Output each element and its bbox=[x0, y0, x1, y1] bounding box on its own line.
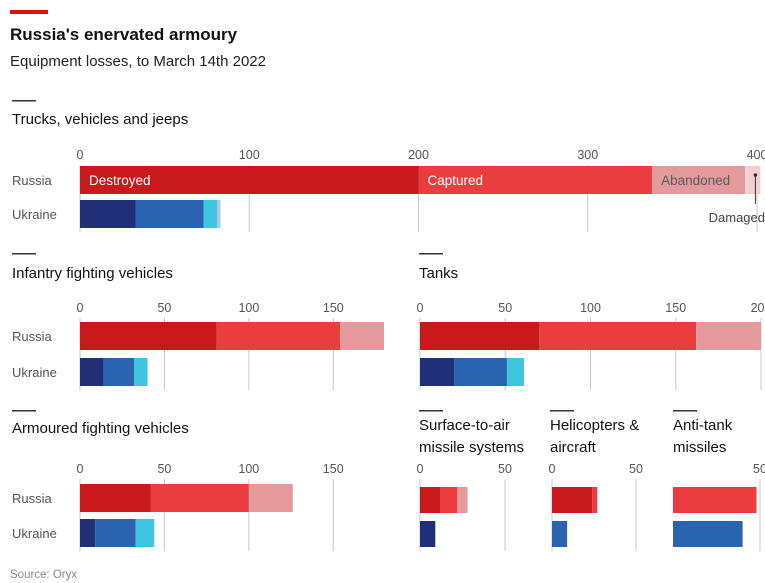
bar-russia-abandoned bbox=[340, 322, 384, 350]
bar-ukraine-destroyed bbox=[420, 521, 436, 547]
tick-label: 0 bbox=[77, 148, 84, 162]
panel-title: Infantry fighting vehicles bbox=[12, 265, 173, 282]
tick-label: 100 bbox=[238, 301, 259, 315]
bar-russia-captured bbox=[539, 322, 697, 350]
bar-russia-destroyed bbox=[420, 322, 540, 350]
bar-ukraine-captured bbox=[673, 521, 743, 547]
panel-trucks: Trucks, vehicles and jeeps 0 100 200 300 400 R… bbox=[12, 100, 765, 232]
tick-label: 100 bbox=[238, 462, 259, 476]
tick-label: 150 bbox=[323, 301, 344, 315]
bar-ukraine-destroyed bbox=[80, 200, 136, 228]
tick-label: 0 bbox=[77, 462, 84, 476]
bar-ukraine-captured bbox=[103, 358, 135, 386]
tick-label: 150 bbox=[665, 301, 686, 315]
bar-russia-captured bbox=[592, 487, 598, 513]
segment-label-captured: Captured bbox=[428, 173, 484, 188]
panel-sam: Surface-to-air missile systems 0 50 bbox=[417, 410, 524, 551]
tick-label: 0 bbox=[417, 301, 424, 315]
tick-label: 0 bbox=[417, 462, 424, 476]
bar-ukraine-destroyed bbox=[80, 358, 104, 386]
bar-ukraine-abandoned bbox=[135, 519, 155, 547]
panel-title: Anti-tank bbox=[673, 417, 733, 434]
tick-label: 300 bbox=[577, 148, 598, 162]
tick-label: 50 bbox=[498, 301, 512, 315]
panel-title-line2: missiles bbox=[673, 439, 726, 456]
bar-ukraine-destroyed bbox=[420, 358, 455, 386]
bar-russia-captured bbox=[440, 487, 458, 513]
panel-rule bbox=[12, 410, 36, 412]
tick-label: 50 bbox=[157, 462, 171, 476]
panel-afv: Armoured fighting vehicles 0 50 100 150 Russi… bbox=[12, 410, 344, 551]
panel-tanks: Tanks 0 50 100 150 200 bbox=[417, 253, 765, 390]
panel-rule bbox=[12, 100, 36, 102]
bar-russia-abandoned bbox=[652, 166, 746, 194]
bar-ukraine-abandoned bbox=[134, 358, 148, 386]
bar-ukraine-abandoned bbox=[203, 200, 218, 228]
panel-rule bbox=[12, 253, 36, 255]
bar-ukraine-captured bbox=[95, 519, 136, 547]
row-label-ukraine: Ukraine bbox=[12, 526, 57, 541]
chart-subtitle: Equipment losses, to March 14th 2022 bbox=[10, 53, 266, 70]
tick-label: 0 bbox=[77, 301, 84, 315]
bar-ukraine-damaged bbox=[217, 200, 221, 228]
tick-label: 100 bbox=[239, 148, 260, 162]
panels: Trucks, vehicles and jeeps 0 100 200 300 400 R… bbox=[12, 100, 765, 551]
segment-label-abandoned: Abandoned bbox=[661, 173, 730, 188]
tick-label: 200 bbox=[408, 148, 429, 162]
brand-accent-bar bbox=[10, 10, 48, 14]
row-label-ukraine: Ukraine bbox=[12, 365, 57, 380]
panel-title-line2: aircraft bbox=[550, 439, 597, 456]
panel-title: Armoured fighting vehicles bbox=[12, 420, 189, 437]
row-label-russia: Russia bbox=[12, 491, 53, 506]
tick-label: 50 bbox=[753, 462, 765, 476]
panel-heli: Helicopters & aircraft 0 50 bbox=[549, 410, 643, 551]
bar-ukraine-abandoned bbox=[506, 358, 525, 386]
tick-label: 50 bbox=[629, 462, 643, 476]
damaged-leader-dot bbox=[753, 173, 758, 177]
tick-label: 0 bbox=[549, 462, 556, 476]
bar-russia-abandoned bbox=[248, 484, 293, 512]
panel-title: Helicopters & bbox=[550, 417, 639, 434]
bar-ukraine-destroyed bbox=[80, 519, 96, 547]
row-label-ukraine: Ukraine bbox=[12, 207, 57, 222]
bar-russia-abandoned bbox=[696, 322, 761, 350]
bar-russia-captured bbox=[150, 484, 249, 512]
panel-rule bbox=[550, 410, 574, 412]
tick-label: 50 bbox=[157, 301, 171, 315]
panel-rule bbox=[419, 253, 443, 255]
bar-russia-destroyed bbox=[552, 487, 593, 513]
panel-rule bbox=[673, 410, 697, 412]
panel-title-line2: missile systems bbox=[419, 439, 524, 456]
bar-russia-destroyed bbox=[80, 166, 419, 194]
segment-label-destroyed: Destroyed bbox=[89, 173, 151, 188]
panel-ifv: Infantry fighting vehicles 0 50 100 150 Russi… bbox=[12, 253, 384, 390]
bar-russia-captured bbox=[216, 322, 341, 350]
tick-label: 150 bbox=[323, 462, 344, 476]
bar-russia-destroyed bbox=[80, 484, 151, 512]
chart-title: Russia's enervated armoury bbox=[10, 25, 238, 44]
row-label-russia: Russia bbox=[12, 173, 53, 188]
bar-russia-captured bbox=[673, 487, 757, 513]
bar-ukraine-captured bbox=[454, 358, 507, 386]
tick-label: 200 bbox=[751, 301, 765, 315]
panel-title: Trucks, vehicles and jeeps bbox=[12, 111, 188, 128]
tick-label: 100 bbox=[580, 301, 601, 315]
bar-ukraine-captured bbox=[135, 200, 204, 228]
panel-title: Tanks bbox=[419, 265, 458, 282]
bar-russia-damaged bbox=[745, 166, 761, 194]
bar-russia-destroyed bbox=[420, 487, 441, 513]
bar-russia-destroyed bbox=[80, 322, 217, 350]
tick-label: 400 bbox=[747, 148, 765, 162]
tick-label: 50 bbox=[498, 462, 512, 476]
panel-rule bbox=[419, 410, 443, 412]
panel-atm: Anti-tank missiles 50 bbox=[673, 410, 765, 551]
bar-ukraine-captured bbox=[552, 521, 568, 547]
row-label-russia: Russia bbox=[12, 329, 53, 344]
source-note: Source: Oryx bbox=[10, 569, 77, 581]
bar-russia-captured bbox=[418, 166, 653, 194]
bar-russia-abandoned bbox=[457, 487, 468, 513]
segment-label-damaged: Damaged bbox=[709, 210, 765, 225]
panel-title: Surface-to-air bbox=[419, 417, 510, 434]
